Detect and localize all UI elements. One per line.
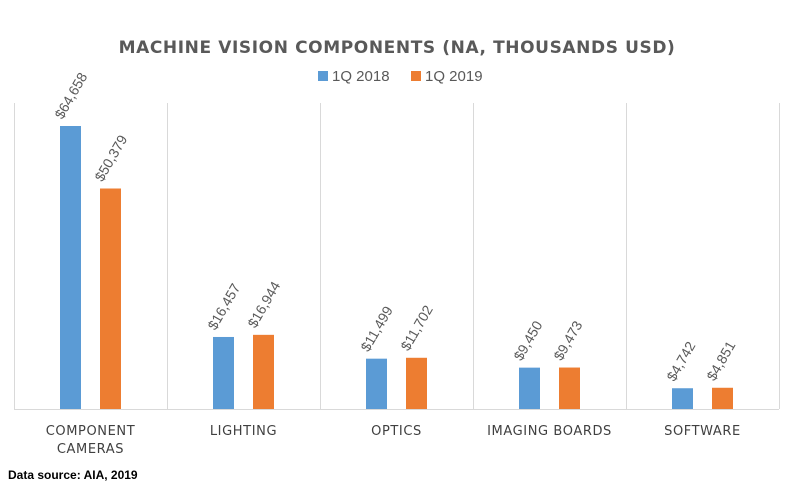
category-labels: COMPONENT CAMERAS LIGHTING OPTICS IMAGING BO… — [46, 424, 741, 457]
category-label: CAMERAS — [57, 442, 124, 457]
bar — [60, 126, 81, 409]
data-labels: $64,658$50,379 $16,457 $16,944 $11,499 $11,7… — [51, 69, 738, 383]
data-label: $11,499 — [357, 303, 396, 354]
chart-title: MACHINE VISION COMPONENTS (NA, THOUSANDS… — [119, 38, 676, 58]
bar — [253, 334, 274, 409]
data-label: $9,473 — [550, 318, 585, 363]
bar — [519, 367, 540, 409]
grid — [14, 103, 780, 410]
data-label: $11,702 — [397, 302, 436, 353]
bar — [672, 388, 693, 409]
bar — [213, 336, 234, 409]
category-label: SOFTWARE — [664, 424, 741, 439]
data-label: $50,379 — [91, 132, 130, 184]
category-label: OPTICS — [371, 424, 422, 439]
legend-swatch — [411, 71, 421, 81]
category-label: COMPONENT — [46, 424, 136, 439]
bar — [559, 367, 580, 409]
data-label: $16,944 — [244, 278, 283, 330]
data-label: $16,457 — [204, 280, 243, 332]
legend: 1Q 2018 1Q 2019 — [318, 68, 483, 85]
data-label: $4,851 — [703, 338, 738, 383]
data-label: $64,658 — [51, 69, 90, 121]
bar — [366, 358, 387, 409]
bar — [712, 387, 733, 409]
bars — [60, 126, 733, 409]
bar — [100, 188, 121, 409]
category-label: LIGHTING — [210, 424, 277, 439]
category-label: IMAGING BOARDS — [487, 424, 612, 439]
data-label: $4,742 — [663, 338, 698, 383]
legend-label: 1Q 2019 — [425, 68, 483, 85]
source-note: Data source: AIA, 2019 — [8, 468, 138, 482]
legend-label: 1Q 2018 — [332, 68, 390, 85]
data-label: $9,450 — [510, 318, 545, 363]
bar — [406, 357, 427, 409]
legend-swatch — [318, 71, 328, 81]
